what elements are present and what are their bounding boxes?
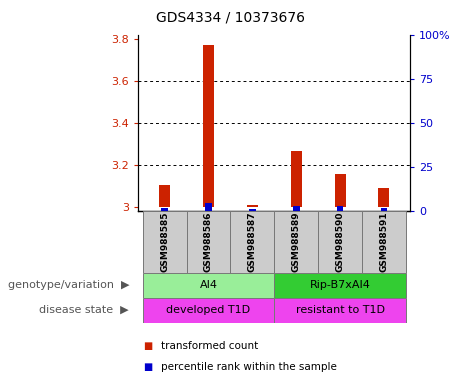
Bar bbox=[230, 211, 274, 273]
Bar bbox=[274, 298, 406, 323]
Bar bbox=[161, 208, 168, 211]
Text: transformed count: transformed count bbox=[161, 341, 259, 351]
Text: GSM988587: GSM988587 bbox=[248, 212, 257, 272]
Bar bbox=[381, 208, 387, 211]
Bar bbox=[318, 211, 362, 273]
Text: GSM988590: GSM988590 bbox=[336, 212, 345, 272]
Bar bbox=[187, 211, 230, 273]
Text: ■: ■ bbox=[143, 362, 152, 372]
Bar bbox=[291, 151, 301, 207]
Text: GSM988589: GSM988589 bbox=[292, 212, 301, 272]
Text: GSM988591: GSM988591 bbox=[379, 212, 389, 272]
Bar bbox=[362, 211, 406, 273]
Bar bbox=[249, 209, 256, 211]
Bar bbox=[205, 203, 212, 211]
Bar bbox=[143, 298, 274, 323]
Bar bbox=[247, 205, 258, 207]
Text: AI4: AI4 bbox=[200, 280, 218, 290]
Bar bbox=[143, 211, 187, 273]
Bar bbox=[274, 211, 318, 273]
Bar bbox=[159, 185, 170, 207]
Bar bbox=[143, 273, 274, 298]
Bar bbox=[203, 45, 214, 207]
Text: genotype/variation  ▶: genotype/variation ▶ bbox=[7, 280, 129, 290]
Bar bbox=[293, 206, 300, 211]
Bar bbox=[274, 273, 406, 298]
Text: Rip-B7xAI4: Rip-B7xAI4 bbox=[310, 280, 371, 290]
Text: resistant to T1D: resistant to T1D bbox=[296, 305, 384, 315]
Text: GDS4334 / 10373676: GDS4334 / 10373676 bbox=[156, 10, 305, 24]
Text: disease state  ▶: disease state ▶ bbox=[40, 305, 129, 315]
Text: ■: ■ bbox=[143, 341, 152, 351]
Bar bbox=[378, 188, 390, 207]
Bar bbox=[337, 206, 343, 211]
Text: percentile rank within the sample: percentile rank within the sample bbox=[161, 362, 337, 372]
Text: GSM988585: GSM988585 bbox=[160, 212, 169, 272]
Text: GSM988586: GSM988586 bbox=[204, 212, 213, 272]
Bar bbox=[335, 174, 346, 207]
Text: developed T1D: developed T1D bbox=[166, 305, 250, 315]
